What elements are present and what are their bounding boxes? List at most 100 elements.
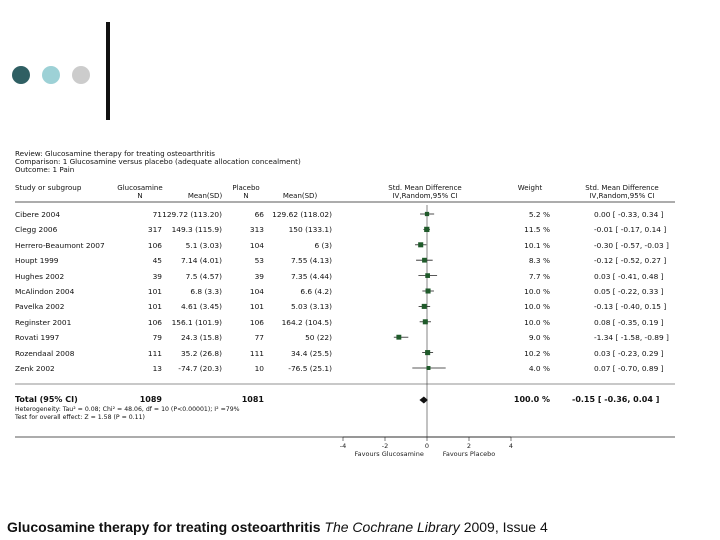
row-weight: 10.2 % (524, 348, 550, 358)
row-gluc-mean: 7.5 (4.57) (185, 271, 222, 281)
effect-square (424, 226, 430, 233)
row-gluc-mean: 149.3 (115.9) (171, 225, 222, 235)
col-smd2-title: Std. Mean Difference (585, 184, 659, 192)
row-gluc-n: 317 (147, 225, 162, 235)
col-study: Study or subgroup (15, 183, 82, 192)
row-weight: 10.0 % (524, 302, 550, 312)
row-gluc-mean: -74.7 (20.3) (178, 364, 222, 373)
row-study-name: Cibere 2004 (15, 210, 61, 219)
comparison-line: Comparison: 1 Glucosamine versus placebo… (15, 157, 301, 166)
col-gluc-mean: Mean(SD) (187, 192, 223, 200)
row-plac-n: 106 (249, 317, 264, 327)
row-study-name: Hughes 2002 (15, 271, 65, 281)
row-plac-n: 111 (249, 348, 264, 358)
effect-square (424, 211, 430, 217)
effect-square (421, 303, 427, 309)
row-plac-n: 101 (249, 302, 264, 312)
row-ci: 0.00 [ -0.33, 0.34 ] (594, 210, 664, 219)
total-ci: -0.15 [ -0.36, 0.04 ] (572, 395, 660, 404)
row-gluc-mean: 129.72 (113.20) (162, 210, 222, 219)
review-line: Review: Glucosamine therapy for treating… (15, 149, 215, 158)
slide-caption: Glucosamine therapy for treating osteoar… (7, 519, 548, 535)
slide-dot-light (42, 66, 60, 84)
row-gluc-n: 106 (147, 240, 162, 250)
slide-divider-bar (106, 22, 110, 120)
row-gluc-mean: 6.8 (3.3) (190, 287, 222, 296)
effect-square (425, 273, 430, 278)
col-plac-mean: Mean(SD) (282, 192, 318, 200)
row-ci: 0.03 [ -0.23, 0.29 ] (594, 348, 664, 358)
row-plac-mean: 34.4 (25.5) (290, 348, 332, 358)
row-ci: 0.08 [ -0.35, 0.19 ] (594, 317, 664, 327)
row-ci: 0.07 [ -0.70, 0.89 ] (594, 364, 664, 373)
row-weight: 7.7 % (528, 271, 550, 281)
col-weight: Weight (517, 184, 543, 192)
row-plac-n: 66 (254, 210, 264, 219)
row-study-name: Clegg 2006 (15, 225, 58, 235)
col-plac-n: N (243, 192, 249, 200)
row-weight: 5.2 % (528, 210, 550, 219)
row-ci: -0.30 [ -0.57, -0.03 ] (594, 240, 669, 250)
total-plac-n: 1081 (241, 395, 264, 404)
col-plac-group: Placebo (232, 184, 260, 192)
row-plac-mean: 129.62 (118.02) (272, 210, 332, 219)
row-ci: -1.34 [ -1.58, -0.89 ] (594, 333, 669, 343)
slide-dot-dark (12, 66, 30, 84)
caption-issue: 2009, Issue 4 (463, 519, 548, 535)
favours-left-label: Favours Glucosamine (355, 450, 424, 458)
slide-dot-grey (72, 66, 90, 84)
row-plac-n: 104 (249, 287, 264, 296)
row-weight: 11.5 % (524, 225, 550, 235)
row-plac-n: 313 (249, 225, 264, 235)
outcome-line: Outcome: 1 Pain (15, 165, 75, 174)
row-ci: -0.13 [ -0.40, 0.15 ] (594, 302, 667, 312)
row-gluc-mean: 5.1 (3.03) (185, 240, 222, 250)
overall-effect-text: Test for overall effect: Z = 1.58 (P = 0… (15, 414, 145, 421)
total-gluc-n: 1089 (139, 395, 162, 404)
row-gluc-n: 101 (147, 302, 162, 312)
x-tick-label: -4 (340, 442, 346, 450)
x-tick-label: -2 (382, 442, 388, 450)
row-gluc-n: 111 (147, 348, 162, 358)
row-ci: -0.01 [ -0.17, 0.14 ] (594, 225, 667, 235)
row-weight: 10.0 % (524, 317, 550, 327)
effect-square (422, 257, 427, 263)
row-gluc-n: 106 (147, 317, 162, 327)
row-plac-mean: 6 (3) (314, 240, 332, 250)
row-plac-mean: 6.6 (4.2) (300, 287, 332, 296)
row-gluc-mean: 156.1 (101.9) (171, 317, 222, 327)
row-gluc-n: 13 (152, 364, 162, 373)
effect-square (422, 319, 428, 325)
row-study-name: Rovati 1997 (15, 333, 60, 343)
row-plac-mean: 7.35 (4.44) (290, 271, 332, 281)
row-study-name: Reginster 2001 (15, 317, 72, 327)
row-plac-mean: 164.2 (104.5) (281, 317, 332, 327)
row-plac-n: 39 (254, 271, 264, 281)
row-plac-mean: 50 (22) (305, 333, 332, 343)
effect-square (425, 350, 431, 356)
row-weight: 8.3 % (528, 256, 550, 266)
row-plac-mean: 7.55 (4.13) (290, 256, 332, 266)
row-gluc-n: 45 (152, 256, 162, 266)
row-weight: 4.0 % (528, 364, 550, 373)
row-plac-n: 104 (249, 240, 264, 250)
col-smd2-method: IV,Random,95% CI (589, 192, 655, 200)
col-smd-title: Std. Mean Difference (388, 184, 462, 192)
row-gluc-mean: 7.14 (4.01) (180, 256, 222, 266)
total-label: Total (95% CI) (15, 395, 78, 404)
row-gluc-mean: 4.61 (3.45) (180, 302, 222, 312)
row-gluc-mean: 35.2 (26.8) (180, 348, 222, 358)
row-study-name: Houpt 1999 (15, 256, 59, 266)
row-weight: 10.1 % (524, 240, 550, 250)
row-weight: 9.0 % (528, 333, 550, 343)
col-gluc-n: N (137, 192, 143, 200)
row-study-name: Zenk 2002 (15, 364, 55, 373)
effect-square (425, 288, 431, 294)
effect-square (418, 242, 424, 248)
row-study-name: McAlindon 2004 (15, 287, 75, 296)
row-gluc-n: 101 (147, 287, 162, 296)
favours-right-label: Favours Placebo (443, 450, 496, 458)
row-gluc-mean: 24.3 (15.8) (180, 333, 222, 343)
col-smd-method: IV,Random,95% CI (392, 192, 458, 200)
x-tick-label: 4 (509, 442, 513, 450)
